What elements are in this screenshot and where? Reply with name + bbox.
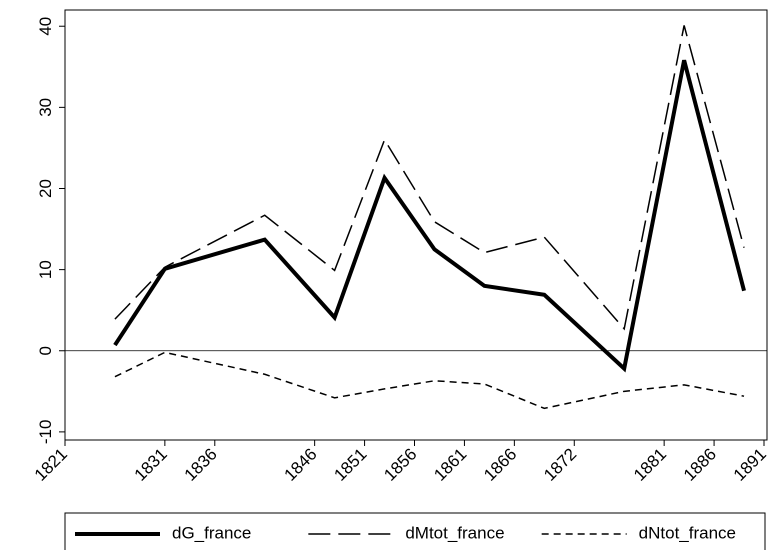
- legend-label: dMtot_france: [405, 523, 504, 542]
- legend-frame: [64, 512, 766, 550]
- series-line: [113, 59, 746, 373]
- x-tick-label: 1891: [730, 445, 768, 485]
- plot-frame: [64, 9, 768, 441]
- x-tick-label: 1846: [280, 445, 320, 485]
- y-tick-label: 20: [36, 179, 55, 198]
- y-tick-label: 40: [36, 17, 55, 36]
- x-tick-label: 1866: [480, 445, 520, 485]
- y-tick-label: -10: [36, 420, 55, 445]
- x-tick-label: 1872: [540, 445, 580, 485]
- series-line: [114, 25, 745, 331]
- x-tick-label: 1861: [430, 445, 470, 485]
- legend-label: dG_france: [172, 523, 251, 542]
- x-tick-label: 1856: [380, 445, 420, 485]
- x-tick-label: 1886: [680, 445, 720, 485]
- y-tick-label: 30: [36, 98, 55, 117]
- x-tick-label: 1821: [31, 445, 71, 485]
- y-tick-label: 0: [36, 346, 55, 355]
- legend-label: dNtot_france: [639, 523, 736, 542]
- x-tick-label: 1836: [181, 445, 221, 485]
- x-tick-label: 1851: [330, 445, 370, 485]
- y-tick-label: 10: [36, 260, 55, 279]
- x-tick-label: 1831: [131, 445, 171, 485]
- x-tick-label: 1881: [630, 445, 670, 485]
- series-line: [114, 351, 745, 410]
